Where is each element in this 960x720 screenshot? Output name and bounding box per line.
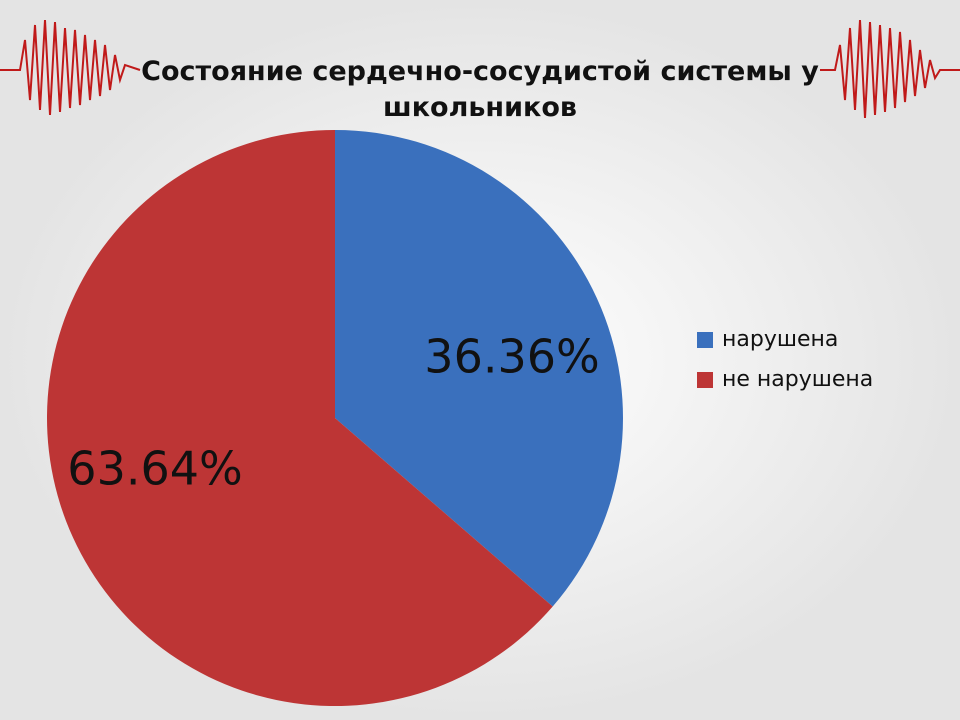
pie-slice — [335, 130, 624, 607]
heart-decoration — [0, 19, 960, 119]
pie-slice — [47, 130, 553, 707]
legend-swatch — [697, 332, 713, 348]
data-label: 36.36% — [424, 330, 599, 384]
chart-title: Состояние сердечно-сосудистой системы у … — [141, 56, 819, 123]
legend-label: не нарушена — [722, 367, 873, 392]
data-label: 63.64% — [67, 442, 242, 496]
legend-swatch — [697, 372, 713, 388]
legend-label: нарушена — [722, 327, 838, 352]
